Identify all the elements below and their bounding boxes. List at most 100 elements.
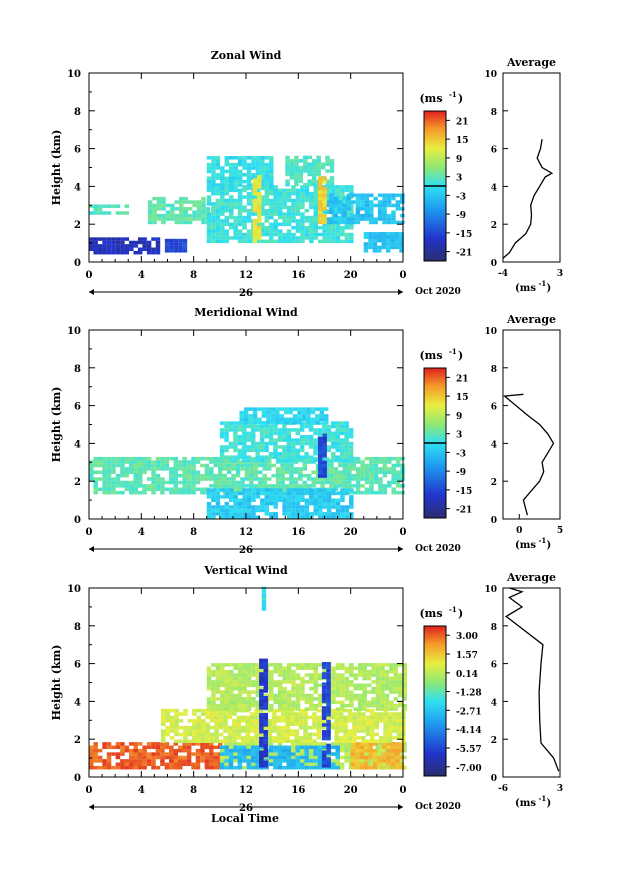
heatmap-cell xyxy=(182,249,188,253)
heatmap-cell xyxy=(160,460,165,464)
heatmap-cell xyxy=(386,762,391,767)
heatmap-cell xyxy=(361,719,366,723)
heatmap-cell xyxy=(250,458,256,463)
heatmap-cell xyxy=(220,186,225,191)
heatmap-cell xyxy=(300,690,305,694)
heatmap-cell xyxy=(186,470,192,475)
heatmap-cell xyxy=(359,765,365,770)
heatmap-cell xyxy=(387,460,392,464)
heatmap-cell xyxy=(237,508,243,513)
heatmap-cell xyxy=(255,680,261,684)
heatmap-cell xyxy=(338,715,344,720)
heatmap-cell xyxy=(269,690,274,694)
heatmap-cell xyxy=(233,166,238,170)
heatmap-cell xyxy=(191,463,196,468)
heatmap-cell xyxy=(282,669,287,674)
heatmap-cell xyxy=(191,487,196,492)
heatmap-cell xyxy=(273,762,278,767)
heatmap-cell xyxy=(228,498,234,502)
heatmap-cell xyxy=(386,200,392,204)
heatmap-cell xyxy=(324,467,330,471)
heatmap-cell xyxy=(244,467,250,471)
heatmap-cell xyxy=(209,748,214,753)
heatmap-cell xyxy=(241,715,246,720)
heatmap-cell xyxy=(335,191,341,196)
heatmap-cell xyxy=(282,448,287,453)
heatmap-cell xyxy=(215,225,221,230)
heatmap-cell xyxy=(344,686,350,691)
heatmap-cell xyxy=(255,663,261,667)
heatmap-cell xyxy=(182,467,187,471)
heatmap-cell xyxy=(286,451,292,456)
heatmap-cell xyxy=(206,508,212,513)
heatmap-cell xyxy=(146,250,152,255)
heatmap-cell xyxy=(326,726,331,731)
heatmap-cell xyxy=(375,673,381,677)
heatmap-cell xyxy=(269,673,274,677)
heatmap-cell xyxy=(227,715,233,720)
heatmap-cell xyxy=(186,759,192,763)
heatmap-cell xyxy=(111,470,116,475)
heatmap-cell xyxy=(298,169,304,173)
heatmap-cell xyxy=(251,697,256,701)
heatmap-cell xyxy=(215,669,221,674)
heatmap-cell xyxy=(319,414,325,418)
heatmap-cell xyxy=(196,722,202,726)
colorbar-tick-label: -4.14 xyxy=(456,726,482,736)
heatmap-cell xyxy=(291,676,296,681)
heatmap-cell xyxy=(129,244,134,248)
heatmap-cell xyxy=(356,712,362,716)
heatmap-cell xyxy=(164,249,170,253)
heatmap-cell xyxy=(249,480,254,485)
heatmap-cell xyxy=(246,697,252,701)
heatmap-cell xyxy=(215,495,221,499)
heatmap-cell xyxy=(224,673,230,677)
heatmap-cell xyxy=(323,417,329,422)
heatmap-cell xyxy=(260,156,265,160)
heatmap-cell xyxy=(211,156,216,160)
heatmap-cell xyxy=(356,719,362,723)
heatmap-cell xyxy=(155,456,161,461)
heatmap-cell xyxy=(137,752,143,756)
heatmap-cell xyxy=(228,195,234,199)
heatmap-cell xyxy=(93,207,98,212)
heatmap-cell xyxy=(331,505,336,509)
heatmap-cell xyxy=(196,729,202,733)
heatmap-cell xyxy=(311,480,316,485)
heatmap-cell xyxy=(317,428,323,432)
heatmap-cell xyxy=(309,663,314,667)
heatmap-cell xyxy=(237,215,243,220)
heatmap-cell xyxy=(214,725,219,730)
heatmap-cell xyxy=(151,473,156,478)
heatmap-cell xyxy=(273,428,278,432)
heatmap-cell xyxy=(223,725,228,730)
heatmap-cell xyxy=(360,484,365,488)
heatmap-cell xyxy=(228,445,234,449)
heatmap-cell xyxy=(164,765,170,770)
heatmap-cell xyxy=(295,686,301,691)
heatmap-cell xyxy=(270,421,276,425)
heatmap-cell xyxy=(398,673,403,677)
heatmap-cell xyxy=(351,193,356,197)
heatmap-cell xyxy=(233,700,238,705)
y-tick-label: 4 xyxy=(74,697,81,708)
heatmap-cell xyxy=(268,428,274,432)
heatmap-cell xyxy=(186,752,192,756)
heatmap-cell xyxy=(220,676,225,681)
heatmap-cell xyxy=(289,729,295,733)
heatmap-cell xyxy=(322,443,327,448)
heatmap-cell xyxy=(355,467,361,471)
heatmap-cell xyxy=(205,736,210,740)
heatmap-cell xyxy=(224,191,230,196)
heatmap-cell xyxy=(357,673,363,677)
heatmap-cell xyxy=(280,463,285,468)
heatmap-cell xyxy=(177,487,183,492)
heatmap-cell xyxy=(317,193,323,197)
heatmap-cell xyxy=(286,205,292,210)
heatmap-cell xyxy=(368,238,373,243)
heatmap-cell xyxy=(295,508,301,513)
heatmap-cell xyxy=(277,697,283,701)
heatmap-cell xyxy=(320,165,326,170)
heatmap-cell xyxy=(242,219,247,223)
heatmap-cell xyxy=(340,188,345,193)
